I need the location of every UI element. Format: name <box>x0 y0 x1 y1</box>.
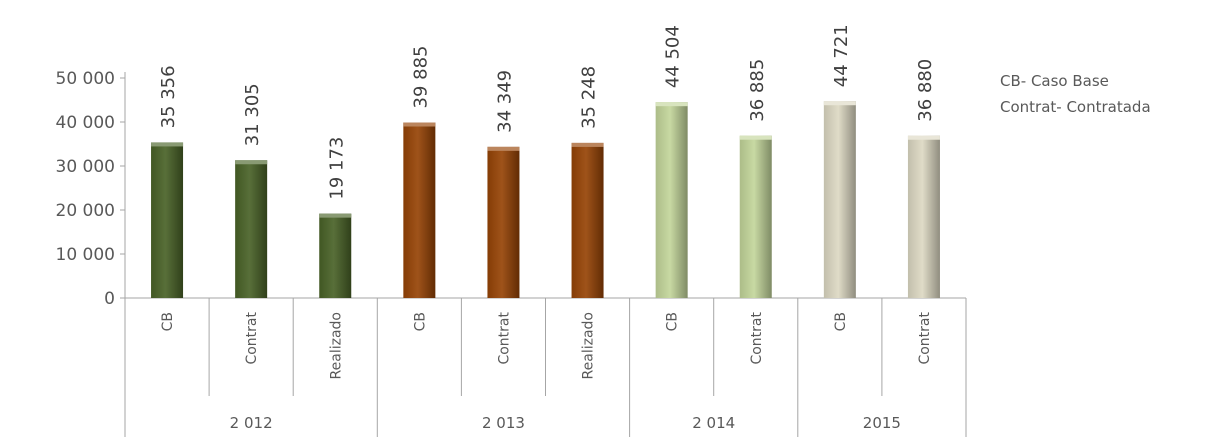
bar <box>655 102 688 298</box>
bar <box>571 142 604 298</box>
bar-value-label: 36 885 <box>747 59 768 122</box>
category-tick-label: CB <box>160 312 176 331</box>
bar-top-highlight <box>403 122 436 127</box>
bar-value-label: 44 721 <box>831 24 852 87</box>
bar-value-label: 36 880 <box>915 59 936 122</box>
bar-top-highlight <box>487 146 520 151</box>
category-tick-label: CB <box>833 312 849 331</box>
bar-value-label: 44 504 <box>663 25 684 88</box>
bar-value-label: 34 349 <box>494 70 515 133</box>
bar-value-label: 39 885 <box>410 46 431 109</box>
y-tick-label: 10 000 <box>56 245 115 265</box>
bar-value-label: 31 305 <box>242 83 263 146</box>
bar <box>235 160 268 298</box>
category-tick-label: Contrat <box>749 311 765 364</box>
bar-value-label: 19 173 <box>326 137 347 200</box>
y-tick-label: 40 000 <box>56 113 115 133</box>
legend-note-cb: CB- Caso Base <box>1000 72 1109 90</box>
bar <box>151 142 184 298</box>
bar <box>823 101 856 298</box>
category-tick-label: Contrat <box>496 311 512 364</box>
category-tick-label: Realizado <box>581 312 597 379</box>
group-label: 2 013 <box>482 414 525 432</box>
bar-top-highlight <box>907 135 940 140</box>
category-tick-label: CB <box>665 312 681 331</box>
bar <box>403 122 436 298</box>
bar-top-highlight <box>235 160 268 165</box>
bar-top-highlight <box>823 101 856 106</box>
bar <box>907 135 940 298</box>
category-tick-label: Contrat <box>244 311 260 364</box>
legend-note-contrat: Contrat- Contratada <box>1000 98 1151 116</box>
y-tick-label: 50 000 <box>56 69 115 89</box>
group-label: 2015 <box>863 414 901 432</box>
bar-top-highlight <box>319 213 352 218</box>
bar-top-highlight <box>151 142 184 147</box>
y-tick-label: 0 <box>104 289 115 309</box>
bar-value-label: 35 356 <box>158 65 179 128</box>
y-tick-label: 30 000 <box>56 157 115 177</box>
bar <box>739 135 772 298</box>
bar <box>319 213 352 298</box>
group-label: 2 012 <box>230 414 273 432</box>
legend: CB- Caso Base Contrat- Contratada <box>1000 68 1151 120</box>
bar-top-highlight <box>571 142 604 147</box>
bar-value-label: 35 248 <box>579 66 600 129</box>
y-tick-label: 20 000 <box>56 201 115 221</box>
bar-top-highlight <box>655 102 688 107</box>
category-tick-label: Contrat <box>917 311 933 364</box>
category-tick-label: Realizado <box>328 312 344 379</box>
bar <box>487 146 520 298</box>
group-label: 2 014 <box>692 414 735 432</box>
bar-top-highlight <box>739 135 772 140</box>
category-tick-label: CB <box>412 312 428 331</box>
